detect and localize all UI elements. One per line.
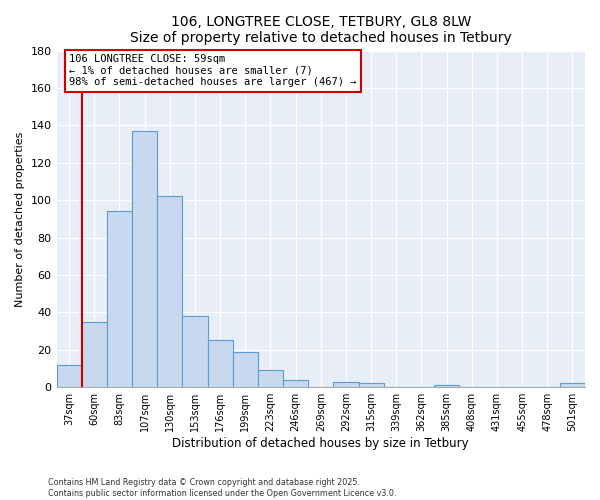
Bar — [157, 196, 182, 387]
Bar — [208, 340, 233, 387]
Title: 106, LONGTREE CLOSE, TETBURY, GL8 8LW
Size of property relative to detached hous: 106, LONGTREE CLOSE, TETBURY, GL8 8LW Si… — [130, 15, 512, 45]
Bar — [182, 316, 208, 387]
Bar — [82, 322, 107, 387]
Text: Contains HM Land Registry data © Crown copyright and database right 2025.
Contai: Contains HM Land Registry data © Crown c… — [48, 478, 397, 498]
Y-axis label: Number of detached properties: Number of detached properties — [15, 131, 25, 306]
Bar — [334, 382, 359, 387]
Bar — [359, 384, 383, 387]
Bar — [107, 212, 132, 387]
Bar — [258, 370, 283, 387]
Bar — [56, 365, 82, 387]
Bar — [283, 380, 308, 387]
Bar — [560, 384, 585, 387]
X-axis label: Distribution of detached houses by size in Tetbury: Distribution of detached houses by size … — [172, 437, 469, 450]
Bar — [233, 352, 258, 387]
Text: 106 LONGTREE CLOSE: 59sqm
← 1% of detached houses are smaller (7)
98% of semi-de: 106 LONGTREE CLOSE: 59sqm ← 1% of detach… — [69, 54, 356, 88]
Bar — [132, 131, 157, 387]
Bar — [434, 386, 459, 387]
